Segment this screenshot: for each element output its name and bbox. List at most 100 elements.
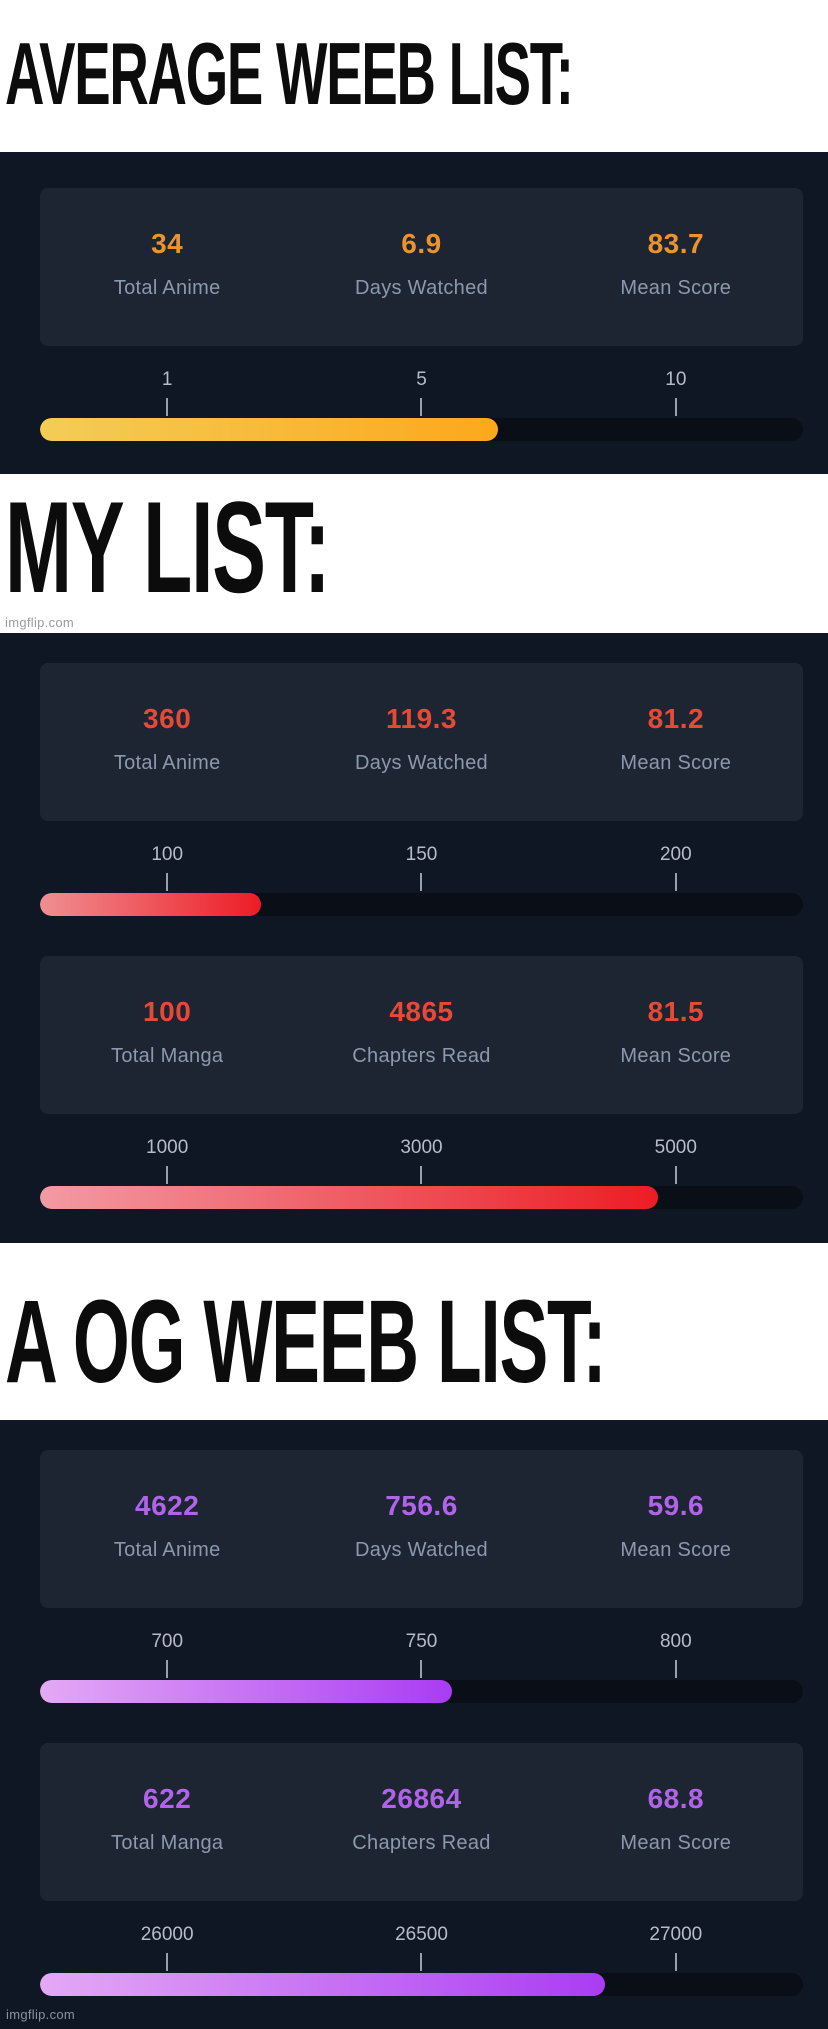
manga-stat-card: 100 Total Manga 4865 Chapters Read 81.5 … bbox=[40, 956, 803, 1114]
manga-scale: 1000 3000 5000 bbox=[40, 1138, 803, 1209]
stat-value: 81.2 bbox=[647, 703, 705, 734]
tick-mark bbox=[674, 873, 677, 891]
stat-mean-score: 81.2 Mean Score bbox=[549, 663, 803, 821]
anime-stat-card: 4622 Total Anime 756.6 Days Watched 59.6… bbox=[40, 1450, 803, 1608]
stat-mean-score: 81.5 Mean Score bbox=[549, 956, 803, 1114]
stat-label: Mean Score bbox=[620, 1832, 732, 1854]
manga-scale: 26000 26500 27000 bbox=[40, 1925, 803, 1996]
tick-label-row: 1 5 10 bbox=[40, 370, 803, 389]
tick-label: 1000 bbox=[146, 1137, 189, 1158]
tick-mark bbox=[166, 873, 169, 891]
tick-mark bbox=[420, 1166, 423, 1184]
tick-label-row: 26000 26500 27000 bbox=[40, 1925, 803, 1944]
progress-bar-fill bbox=[40, 418, 498, 441]
stat-value: 119.3 bbox=[385, 703, 457, 734]
stat-label: Total Anime bbox=[113, 752, 221, 774]
stat-label: Days Watched bbox=[355, 1539, 488, 1561]
progress-bar-fill bbox=[40, 893, 262, 916]
stat-label: Total Manga bbox=[111, 1832, 224, 1854]
anime-stat-card: 360 Total Anime 119.3 Days Watched 81.2 … bbox=[40, 663, 803, 821]
anime-stat-card: 34 Total Anime 6.9 Days Watched 83.7 Mea… bbox=[40, 188, 803, 346]
stat-value: 26864 bbox=[381, 1783, 462, 1814]
stat-value: 81.5 bbox=[647, 996, 705, 1027]
tick-mark bbox=[166, 398, 169, 416]
stat-value: 83.7 bbox=[647, 228, 705, 259]
stat-total-manga: 622 Total Manga bbox=[40, 1743, 294, 1901]
stat-value: 6.9 bbox=[401, 228, 442, 259]
caption-block-average: AVERAGE WEEB LIST: bbox=[0, 0, 828, 152]
caption-average-weeb-list: AVERAGE WEEB LIST: bbox=[4, 24, 574, 123]
caption-og-weeb-list: A OG WEEB LIST: bbox=[4, 1276, 607, 1408]
tick-label: 750 bbox=[405, 1631, 438, 1652]
tick-mark bbox=[166, 1166, 169, 1184]
stat-value: 360 bbox=[143, 703, 192, 734]
progress-bar-fill bbox=[40, 1680, 453, 1703]
tick-label-row: 100 150 200 bbox=[40, 845, 803, 864]
stat-label: Mean Score bbox=[620, 1539, 732, 1561]
tick-label: 26000 bbox=[140, 1924, 194, 1945]
tick-label: 700 bbox=[151, 1631, 184, 1652]
progress-bar-track bbox=[40, 418, 803, 441]
stat-value: 59.6 bbox=[647, 1490, 705, 1521]
progress-bar-fill bbox=[40, 1973, 605, 1996]
tick-mark bbox=[166, 1660, 169, 1678]
anime-scale: 700 750 800 bbox=[40, 1632, 803, 1703]
progress-bar-track bbox=[40, 1186, 803, 1209]
stat-label: Total Manga bbox=[111, 1045, 224, 1067]
stat-label: Total Anime bbox=[113, 277, 221, 299]
stat-value: 756.6 bbox=[385, 1490, 458, 1521]
tick-mark-row bbox=[40, 398, 803, 416]
tick-mark bbox=[166, 1953, 169, 1971]
caption-block-my-list: MY LIST: imgflip.com bbox=[0, 474, 828, 633]
stat-total-anime: 360 Total Anime bbox=[40, 663, 294, 821]
stat-label: Mean Score bbox=[620, 1045, 732, 1067]
stat-label: Mean Score bbox=[620, 277, 732, 299]
tick-label: 5 bbox=[416, 369, 427, 390]
stat-mean-score: 59.6 Mean Score bbox=[549, 1450, 803, 1608]
tick-mark bbox=[420, 398, 423, 416]
stat-value: 34 bbox=[151, 228, 184, 259]
tick-mark bbox=[674, 398, 677, 416]
imgflip-watermark: imgflip.com bbox=[5, 615, 75, 630]
caption-my-list: MY LIST: bbox=[4, 474, 331, 620]
stat-label: Days Watched bbox=[355, 752, 488, 774]
tick-label: 5000 bbox=[654, 1137, 697, 1158]
stat-days-watched: 6.9 Days Watched bbox=[294, 188, 548, 346]
tick-label: 800 bbox=[659, 1631, 692, 1652]
stat-value: 4865 bbox=[389, 996, 454, 1027]
stat-value: 4622 bbox=[135, 1490, 200, 1521]
tick-mark bbox=[420, 1660, 423, 1678]
anime-scale: 100 150 200 bbox=[40, 845, 803, 916]
tick-label-row: 700 750 800 bbox=[40, 1632, 803, 1651]
stat-mean-score: 83.7 Mean Score bbox=[549, 188, 803, 346]
progress-bar-fill bbox=[40, 1186, 659, 1209]
tick-mark bbox=[674, 1166, 677, 1184]
tick-label-row: 1000 3000 5000 bbox=[40, 1138, 803, 1157]
stat-label: Days Watched bbox=[355, 277, 488, 299]
tick-mark-row bbox=[40, 1660, 803, 1678]
stat-value: 100 bbox=[143, 996, 192, 1027]
stat-label: Chapters Read bbox=[352, 1045, 491, 1067]
imgflip-watermark: imgflip.com bbox=[6, 2007, 76, 2022]
tick-mark-row bbox=[40, 1166, 803, 1184]
tick-mark-row bbox=[40, 873, 803, 891]
tick-label: 10 bbox=[665, 369, 687, 390]
stat-total-anime: 34 Total Anime bbox=[40, 188, 294, 346]
tick-label: 1 bbox=[161, 369, 173, 390]
caption-block-og-weeb: A OG WEEB LIST: bbox=[0, 1243, 828, 1420]
stats-panel-my-list: 360 Total Anime 119.3 Days Watched 81.2 … bbox=[0, 633, 828, 1243]
progress-bar-track bbox=[40, 1680, 803, 1703]
stat-value: 68.8 bbox=[647, 1783, 705, 1814]
progress-bar-track bbox=[40, 1973, 803, 1996]
tick-label: 27000 bbox=[649, 1924, 703, 1945]
tick-mark bbox=[420, 873, 423, 891]
tick-label: 100 bbox=[151, 844, 184, 865]
stat-days-watched: 119.3 Days Watched bbox=[294, 663, 548, 821]
tick-label: 3000 bbox=[400, 1137, 443, 1158]
stat-mean-score: 68.8 Mean Score bbox=[549, 1743, 803, 1901]
stats-panel-average: 34 Total Anime 6.9 Days Watched 83.7 Mea… bbox=[0, 152, 828, 474]
stat-label: Total Anime bbox=[113, 1539, 221, 1561]
stat-value: 622 bbox=[143, 1783, 192, 1814]
stat-days-watched: 756.6 Days Watched bbox=[294, 1450, 548, 1608]
tick-mark-row bbox=[40, 1953, 803, 1971]
